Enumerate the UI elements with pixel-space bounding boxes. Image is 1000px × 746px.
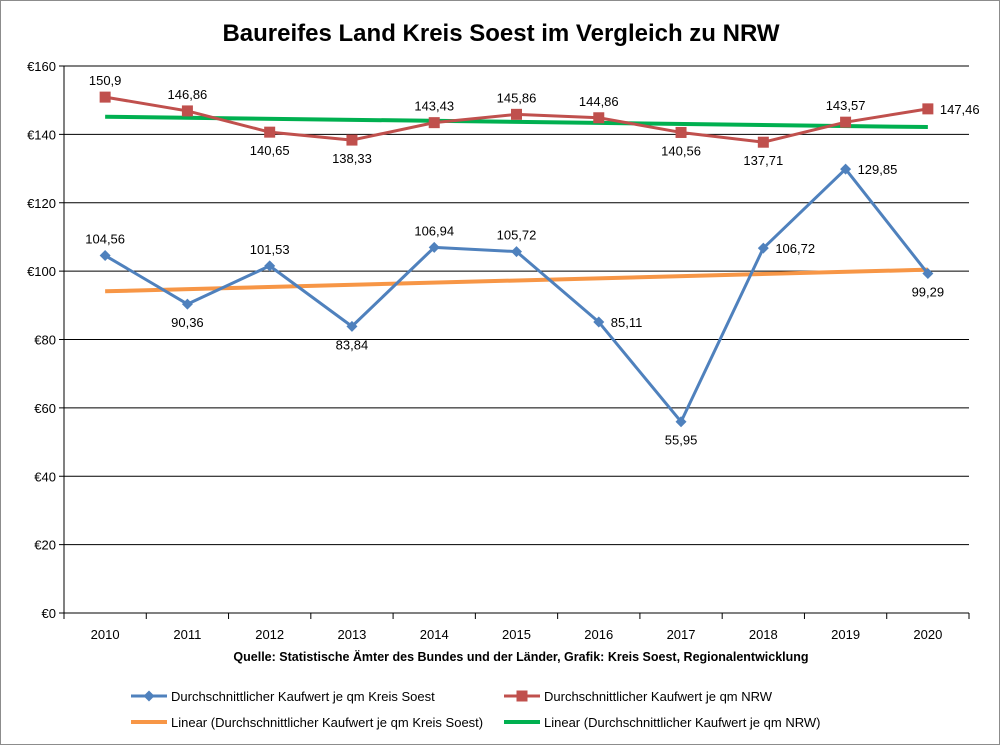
- trend-line: [105, 267, 928, 294]
- trend-line: [105, 114, 928, 130]
- data-point: [922, 103, 934, 115]
- series-line: [104, 167, 930, 424]
- y-tick-label: €100: [27, 264, 56, 279]
- data-point: [181, 298, 193, 310]
- data-point: [757, 136, 769, 148]
- chart-title: Baureifes Land Kreis Soest im Vergleich …: [222, 20, 779, 47]
- data-point: [675, 126, 687, 138]
- data-label: 105,72: [497, 228, 537, 243]
- y-tick-label: €60: [34, 401, 56, 416]
- data-point: [346, 134, 358, 146]
- legend-item: Linear (Durchschnittlicher Kaufwert je q…: [504, 715, 820, 730]
- data-point: [99, 91, 111, 103]
- x-tick-label: 2019: [831, 627, 860, 642]
- data-point: [428, 117, 440, 129]
- data-point: [840, 116, 852, 128]
- x-tick-label: 2011: [173, 627, 201, 642]
- legend-item: Linear (Durchschnittlicher Kaufwert je q…: [131, 715, 483, 730]
- data-point: [264, 260, 276, 272]
- x-tick-label: 2016: [584, 627, 613, 642]
- legend-item: Durchschnittlicher Kaufwert je qm Kreis …: [131, 689, 435, 704]
- data-label: 138,33: [332, 151, 372, 166]
- legend-label: Linear (Durchschnittlicher Kaufwert je q…: [171, 715, 483, 730]
- legend-marker: [516, 690, 528, 702]
- legend-item: Durchschnittlicher Kaufwert je qm NRW: [504, 689, 773, 704]
- data-label: 101,53: [250, 242, 290, 257]
- data-label: 140,65: [250, 143, 290, 158]
- y-tick-label: €120: [27, 196, 56, 211]
- data-label: 99,29: [912, 285, 945, 300]
- x-tick-label: 2013: [337, 627, 366, 642]
- data-label: 90,36: [171, 315, 204, 330]
- data-label-layer: 104,56 90,36 101,53 83,84 106,94 105,72 85,11 5…: [85, 73, 979, 448]
- axis-layer: €0 €20 €40 €60 €80 €100 €120 €140 €160 2010 2011 20…: [27, 59, 970, 642]
- data-label: 145,86: [497, 90, 537, 105]
- data-point: [511, 108, 522, 120]
- data-label: 137,71: [743, 153, 783, 168]
- data-label: 143,43: [414, 99, 454, 114]
- source-note: Quelle: Statistische Ämter des Bundes un…: [233, 649, 808, 664]
- data-label: 104,56: [85, 232, 125, 247]
- legend-label: Durchschnittlicher Kaufwert je qm NRW: [544, 689, 773, 704]
- data-label: 106,94: [414, 223, 454, 238]
- grid-layer: [64, 65, 969, 614]
- data-point: [757, 242, 769, 254]
- x-tick-label: 2014: [420, 627, 449, 642]
- trend-layer: [105, 114, 928, 294]
- data-label: 144,86: [579, 94, 619, 109]
- data-label: 146,86: [168, 87, 208, 102]
- x-tick-label: 2018: [749, 627, 778, 642]
- data-label: 143,57: [826, 98, 866, 113]
- data-label: 83,84: [336, 337, 369, 352]
- legend: Durchschnittlicher Kaufwert je qm Kreis …: [131, 689, 820, 730]
- series-layer: [99, 91, 934, 428]
- legend-marker: [143, 690, 155, 702]
- data-label: 147,46: [940, 102, 980, 117]
- x-tick-label: 2020: [913, 627, 942, 642]
- legend-label: Linear (Durchschnittlicher Kaufwert je q…: [544, 715, 820, 730]
- data-label: 85,11: [611, 315, 643, 330]
- data-label: 129,85: [858, 162, 898, 177]
- data-point: [511, 246, 522, 258]
- data-point: [593, 316, 605, 328]
- x-tick-label: 2015: [502, 627, 531, 642]
- data-point: [922, 268, 934, 280]
- data-point: [264, 126, 276, 138]
- y-tick-label: €80: [34, 333, 56, 348]
- data-point: [428, 241, 440, 253]
- data-label: 55,95: [665, 433, 698, 448]
- x-tick-label: 2012: [255, 627, 284, 642]
- data-point: [675, 416, 687, 428]
- y-tick-label: €20: [34, 538, 56, 553]
- data-point: [99, 250, 111, 262]
- x-tick-label: 2017: [667, 627, 696, 642]
- data-point: [346, 320, 358, 332]
- y-tick-label: €140: [27, 127, 56, 142]
- data-point: [181, 105, 193, 117]
- legend-label: Durchschnittlicher Kaufwert je qm Kreis …: [171, 689, 435, 704]
- y-tick-label: €40: [34, 469, 56, 484]
- y-tick-label: €160: [27, 59, 56, 74]
- data-label: 140,56: [661, 143, 701, 158]
- x-tick-label: 2010: [91, 627, 120, 642]
- data-label: 106,72: [775, 241, 815, 256]
- data-label: 150,9: [89, 73, 122, 88]
- data-point: [593, 112, 605, 124]
- y-tick-label: €0: [42, 606, 56, 621]
- data-point: [840, 163, 852, 175]
